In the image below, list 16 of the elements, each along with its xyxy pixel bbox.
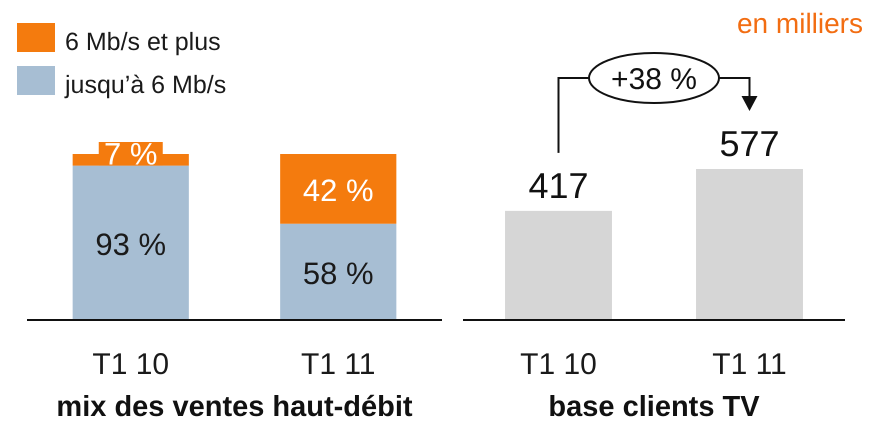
data-label: 7 % [104, 136, 158, 172]
data-label: 58 % [302, 256, 374, 291]
legend-label: 6 Mb/s et plus [65, 28, 221, 56]
x-tick-label: T1 11 [301, 348, 376, 381]
x-tick-label: T1 11 [712, 348, 787, 381]
data-label: 42 % [302, 172, 374, 208]
x-tick-label: T1 10 [520, 348, 597, 381]
data-label: 417 [528, 164, 589, 206]
x-axis-title: base clients TV [548, 391, 760, 422]
x-axis-title: mix des ventes haut-débit [56, 391, 413, 422]
text: +38 % [611, 63, 697, 96]
x-tick-label: T1 10 [92, 348, 170, 381]
data-label: 577 [719, 123, 780, 164]
chart-subtitle: en milliers [736, 8, 863, 39]
legend-label: jusqu’à 6 Mb/s [64, 71, 226, 99]
data-label: 93 % [95, 226, 166, 262]
